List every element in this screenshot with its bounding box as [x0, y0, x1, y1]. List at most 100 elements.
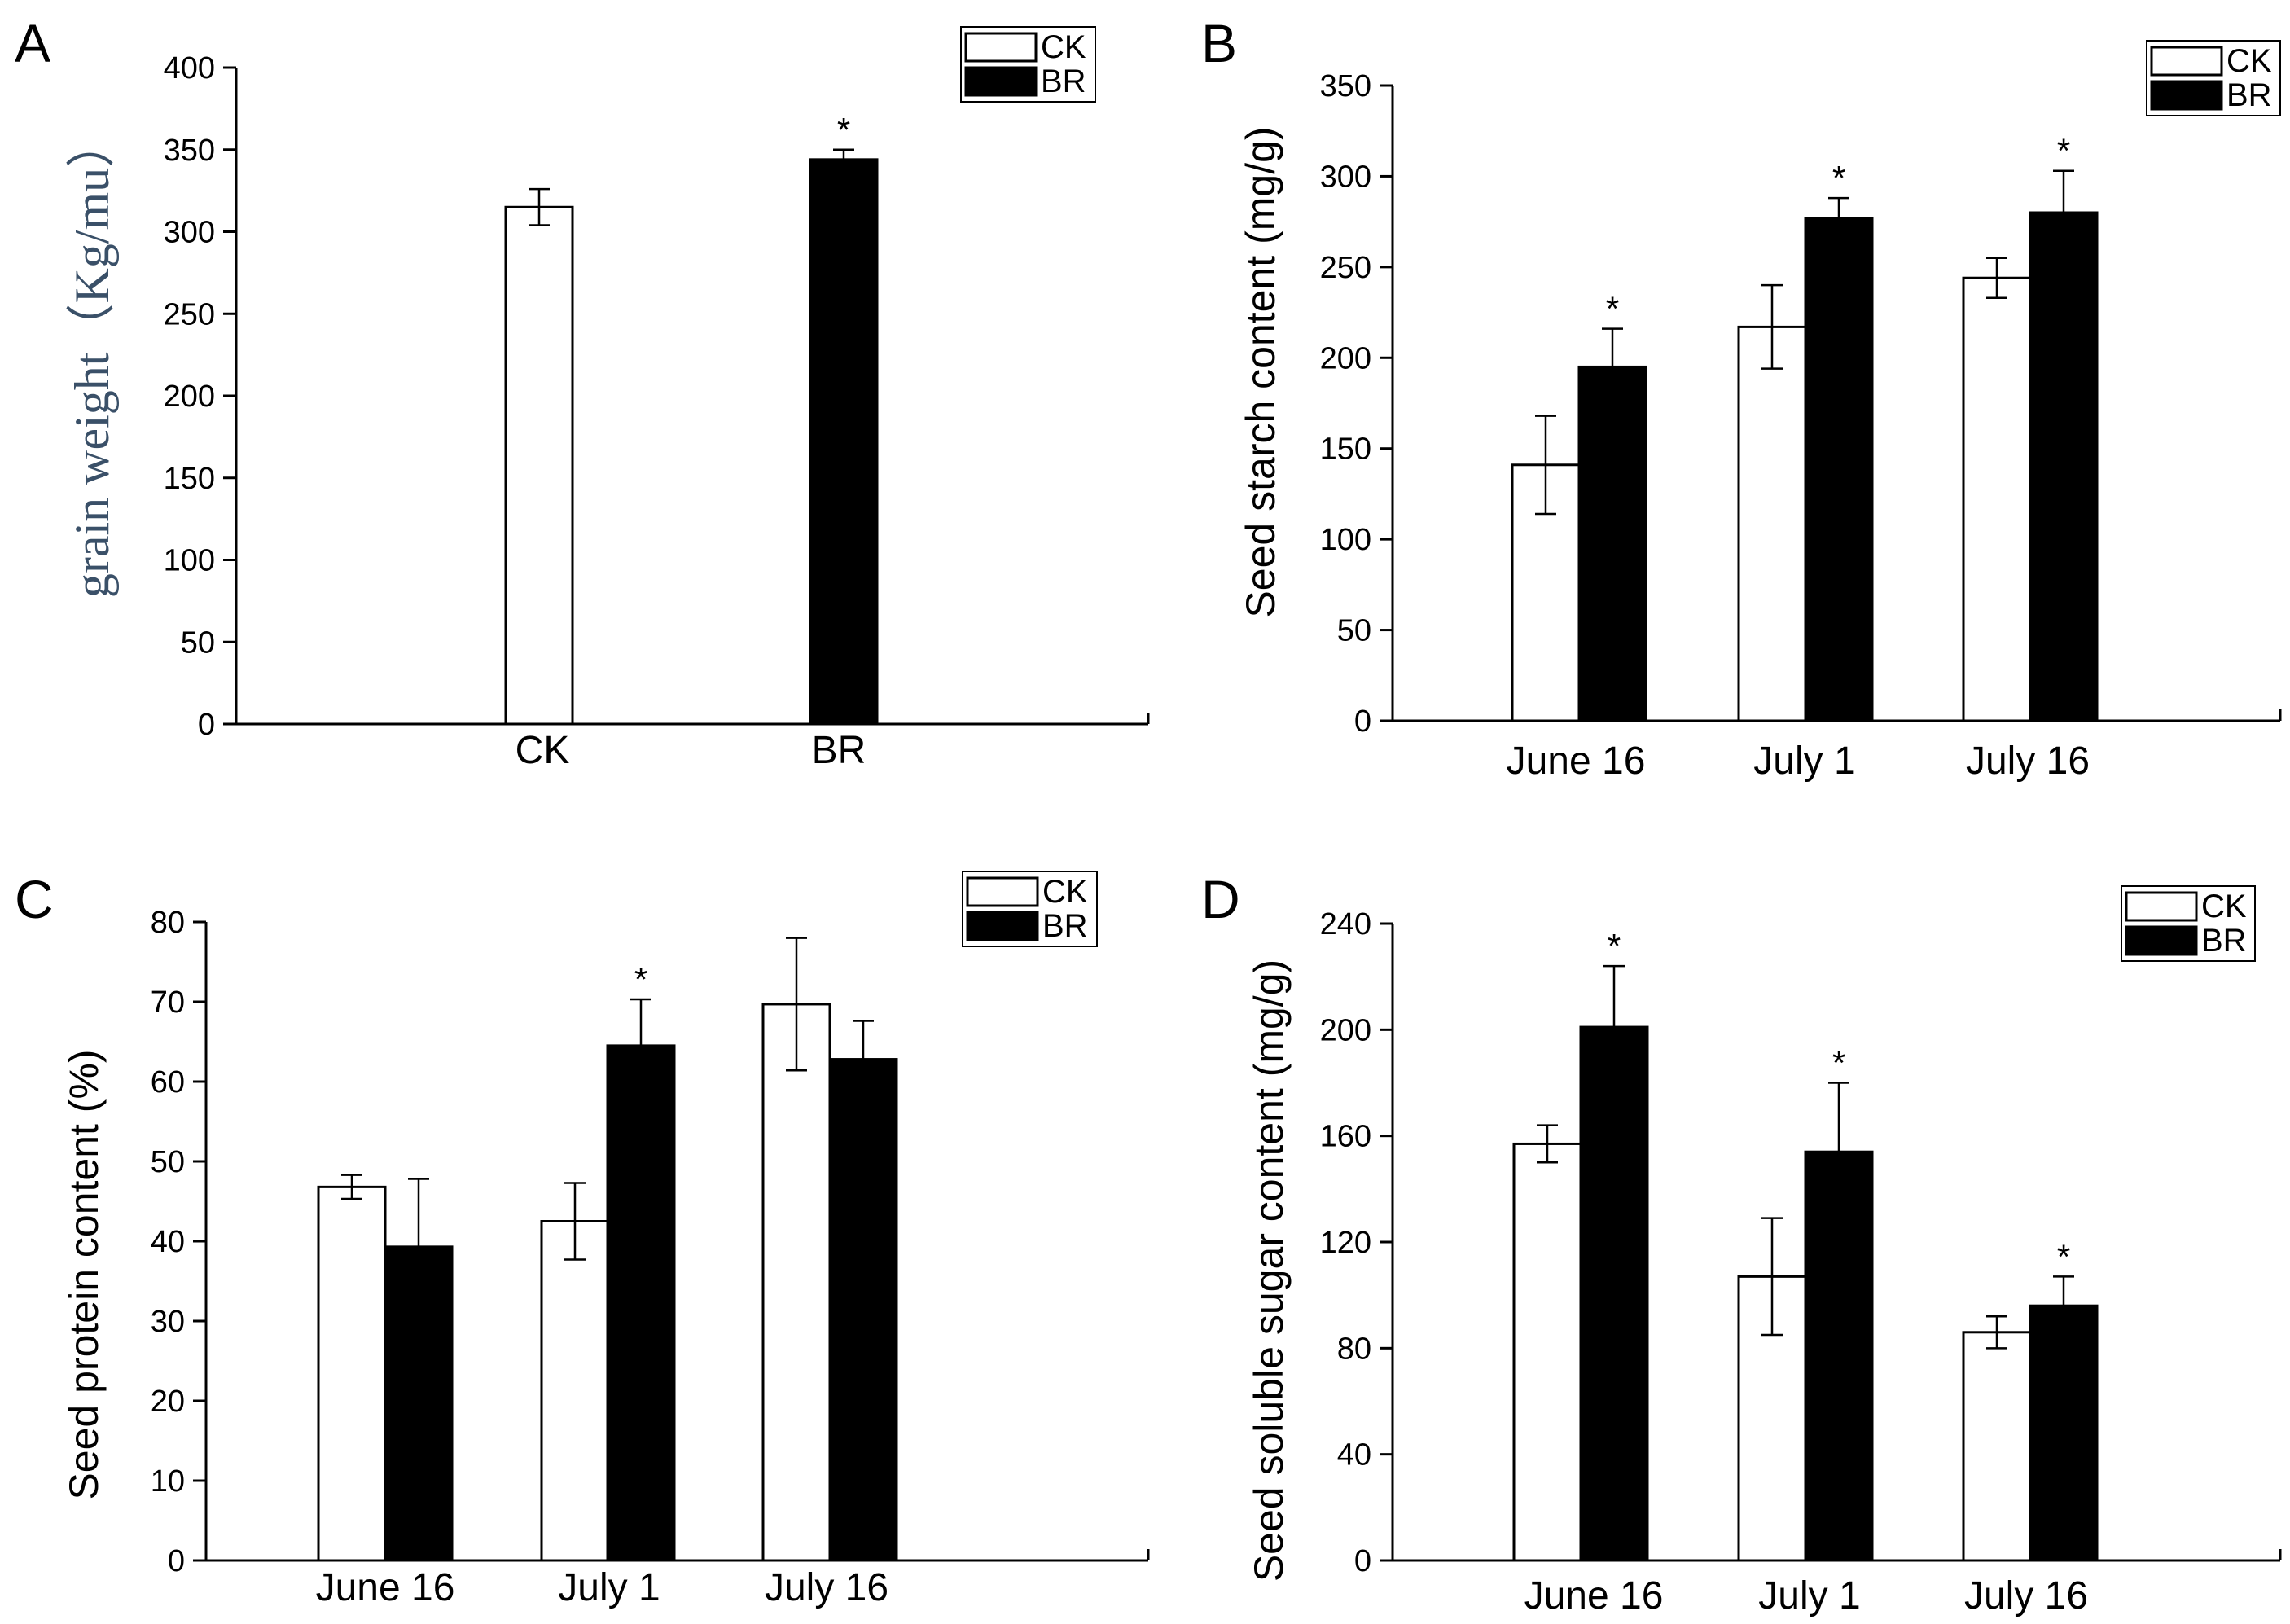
bar-br [384, 1245, 454, 1562]
bar-ck [1512, 1142, 1582, 1562]
panel-a: A 0 50 100 150 200 250 300 350 400 grain weight（Kg… [15, 13, 1150, 772]
x-tick-label: CK [515, 729, 570, 772]
significance-star: * [837, 111, 850, 149]
y-axis-label: Seed protein content (%) [61, 1049, 107, 1499]
legend-label-br: BR [2201, 923, 2247, 959]
y-tick-label: 80 [1337, 1332, 1371, 1366]
y-tick-label: 50 [151, 1145, 185, 1179]
x-tick-label: BR [812, 729, 866, 772]
y-tick-label: 300 [1320, 160, 1371, 194]
y-tick-label: 400 [164, 51, 215, 86]
legend-swatch-br [2150, 80, 2223, 111]
y-tick-label: 20 [151, 1385, 185, 1419]
y-tick-label: 200 [1320, 341, 1371, 375]
x-tick-label: June 16 [1524, 1574, 1664, 1617]
legend-swatch-br [2125, 925, 2198, 956]
y-tick-label: 80 [151, 906, 185, 940]
legend-swatch-ck [2125, 891, 2198, 922]
bar-br [1577, 365, 1647, 722]
legend-swatch-ck [964, 32, 1038, 63]
y-tick-label: 350 [1320, 69, 1371, 103]
panel-b: B 0 50 100 150 200 250 300 350 Seed starch conten… [1201, 13, 2282, 783]
y-tick-label: 0 [168, 1544, 185, 1578]
x-tick-label: July 1 [558, 1566, 660, 1609]
y-tick-label: 350 [164, 134, 215, 168]
legend-label-br: BR [1041, 64, 1086, 99]
y-tick-label: 250 [1320, 251, 1371, 285]
bar-ck [504, 205, 574, 726]
x-tick-label: July 16 [765, 1566, 888, 1609]
legend-label-ck: CK [1041, 29, 1086, 65]
bar-ck [1962, 1331, 2032, 1562]
legend-label-ck: CK [2226, 43, 2272, 79]
panel-letter: A [15, 13, 50, 73]
bar-br [1804, 217, 1874, 722]
y-tick-label: 100 [164, 544, 215, 578]
significance-star: * [1606, 290, 1619, 328]
bar-br [809, 158, 879, 726]
bar-ck [1737, 325, 1807, 722]
y-tick-label: 50 [181, 625, 215, 660]
panel-letter: B [1201, 13, 1237, 73]
legend-swatch-ck [2150, 46, 2223, 77]
y-tick-label: 150 [1320, 432, 1371, 467]
bar-ck [761, 1003, 831, 1562]
x-tick-label: July 16 [1964, 1574, 2088, 1617]
y-tick-label: 250 [164, 297, 215, 331]
bar-br [2029, 211, 2099, 722]
significance-star: * [1832, 1044, 1845, 1082]
y-tick-label: 240 [1320, 907, 1371, 941]
legend-label-br: BR [2226, 77, 2272, 113]
bar-ck [540, 1220, 610, 1562]
y-tick-label: 200 [1320, 1013, 1371, 1047]
y-tick-label: 0 [198, 708, 215, 742]
panel-letter: D [1201, 869, 1240, 929]
y-tick-label: 150 [164, 462, 215, 496]
bar-br [2029, 1304, 2099, 1562]
y-tick-label: 60 [151, 1065, 185, 1099]
y-tick-label: 160 [1320, 1120, 1371, 1154]
x-tick-label: July 16 [1966, 740, 2090, 783]
x-tick-label: June 16 [316, 1566, 455, 1609]
y-tick-label: 70 [151, 985, 185, 1020]
y-axis-label: Seed soluble sugar content (mg/g) [1246, 959, 1292, 1582]
x-tick-label: July 1 [1758, 1574, 1860, 1617]
significance-star: * [1832, 159, 1845, 197]
y-axis-label: Seed starch content (mg/g) [1238, 126, 1283, 617]
panel-d: D 0 40 80 120 160 200 240 Seed soluble sugar con… [1201, 869, 2282, 1617]
legend-label-ck: CK [2201, 889, 2247, 924]
significance-star: * [634, 960, 647, 999]
legend-swatch-br [966, 911, 1039, 941]
legend-swatch-br [964, 66, 1038, 97]
y-tick-label: 10 [151, 1464, 185, 1499]
y-tick-label: 120 [1320, 1226, 1371, 1260]
legend-label-ck: CK [1042, 874, 1088, 910]
y-tick-label: 40 [1337, 1438, 1371, 1473]
y-tick-label: 100 [1320, 523, 1371, 557]
y-axis-label: grain weight（Kg/mu） [65, 119, 119, 598]
y-tick-label: 0 [1354, 1544, 1371, 1578]
y-tick-label: 50 [1337, 614, 1371, 648]
x-tick-label: June 16 [1507, 740, 1646, 783]
panel-c: C 0 10 20 30 40 50 60 70 80 Seed protein content (… [15, 869, 1150, 1609]
significance-star: * [2057, 1237, 2070, 1275]
y-tick-label: 200 [164, 380, 215, 414]
bar-br [1579, 1025, 1649, 1562]
significance-star: * [1608, 927, 1621, 965]
y-tick-label: 40 [151, 1225, 185, 1259]
panel-letter: C [15, 869, 54, 929]
bar-br [606, 1044, 676, 1562]
y-tick-label: 300 [164, 216, 215, 250]
y-tick-label: 30 [151, 1305, 185, 1339]
bar-br [1804, 1150, 1874, 1562]
significance-star: * [2057, 132, 2070, 170]
x-tick-label: July 1 [1753, 740, 1855, 783]
bar-br [828, 1058, 898, 1562]
bar-ck [317, 1185, 387, 1562]
legend-swatch-ck [966, 876, 1039, 907]
